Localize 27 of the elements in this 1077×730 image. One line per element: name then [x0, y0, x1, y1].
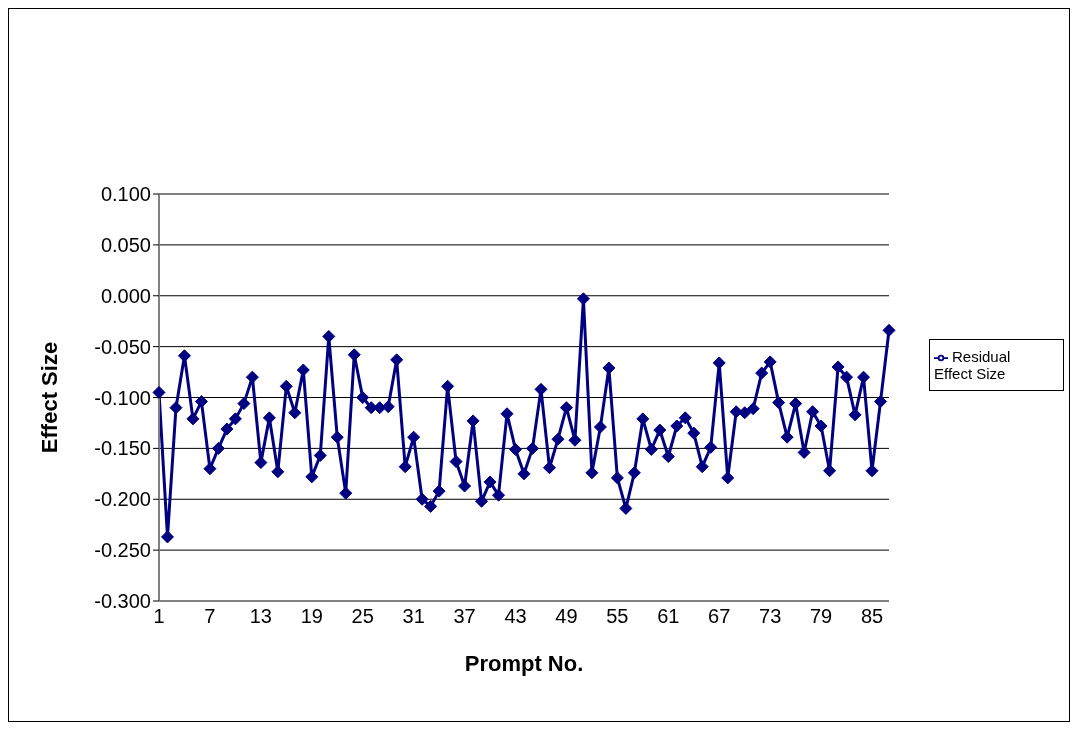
y-tick-label: -0.300: [94, 590, 151, 613]
x-tick-label: 43: [504, 605, 527, 628]
y-tick-label: -0.200: [94, 488, 151, 511]
x-tick-label: 19: [300, 605, 323, 628]
x-tick-label: 25: [351, 605, 374, 628]
y-tick-label: 0.000: [100, 284, 151, 307]
y-axis-title: Effect Size: [36, 341, 62, 454]
y-tick-label: -0.150: [94, 437, 151, 460]
y-tick-label: 0.100: [100, 183, 151, 206]
x-tick-label: 31: [402, 605, 425, 628]
y-tick-label: -0.100: [94, 386, 151, 409]
x-tick-label: 73: [759, 605, 782, 628]
y-tick-label: -0.050: [94, 335, 151, 358]
x-tick-label: 13: [249, 605, 272, 628]
x-tick-label: 1: [153, 605, 165, 628]
legend-label: Residual Effect Size: [934, 347, 1011, 383]
x-tick-label: 67: [708, 605, 731, 628]
x-tick-label: 55: [606, 605, 629, 628]
x-tick-label: 7: [204, 605, 216, 628]
x-tick-label: 85: [860, 605, 884, 628]
x-axis-title: Prompt No.: [464, 651, 584, 676]
x-tick-label: 79: [809, 605, 833, 628]
x-tick-label: 49: [555, 605, 578, 628]
y-tick-label: 0.050: [100, 233, 151, 256]
y-tick-label: -0.250: [94, 539, 151, 562]
x-tick-label: 37: [453, 605, 476, 628]
x-tick-label: 61: [657, 605, 680, 628]
